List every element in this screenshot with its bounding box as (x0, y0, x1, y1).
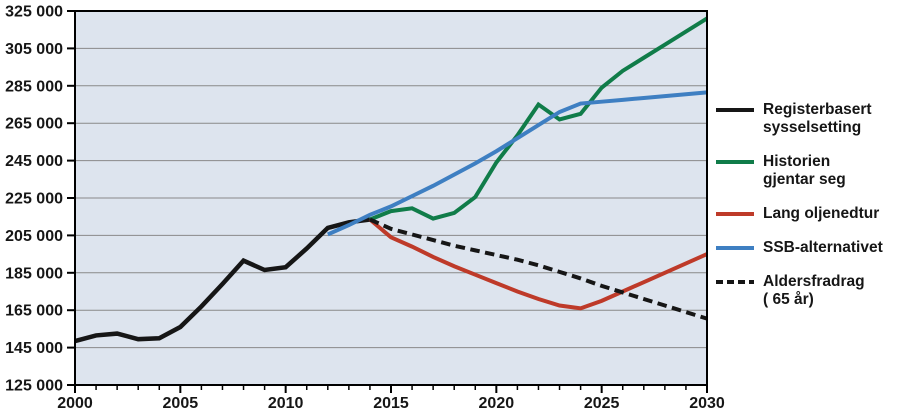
legend-item-lang-oljenedtur: Lang oljenedtur (716, 205, 902, 223)
y-axis-label: 225 000 (5, 191, 63, 208)
legend-label: Historien gjentar seg (763, 153, 846, 189)
series-line-historien-gjentar-seg (369, 16, 709, 222)
registerbasert-sysselsetting-legend-line (716, 108, 754, 112)
x-axis-label: 2020 (479, 395, 515, 412)
x-axis-label: 2010 (268, 395, 304, 412)
y-axis-label: 325 000 (5, 4, 63, 21)
legend-label-line: Historien (763, 152, 831, 170)
chart-legend: Registerbasert sysselsetting Historien gjen… (716, 101, 902, 309)
legend-label-line: gjentar seg (763, 170, 846, 188)
y-axis-label: 305 000 (5, 41, 63, 58)
series-line-ssb-alternativet (326, 90, 708, 237)
y-axis-label: 125 000 (5, 378, 63, 395)
series-line-registerbasert-sysselsetting (74, 217, 371, 344)
lang-oljenedtur-legend-line (716, 211, 754, 216)
y-axis-label: 185 000 (5, 265, 63, 282)
legend-label-line: Registerbasert (763, 101, 872, 118)
legend-label-line: SSB-alternativet (763, 238, 883, 256)
x-axis-label: 2030 (689, 395, 725, 412)
legend-item-registerbasert-sysselsetting: Registerbasert sysselsetting (716, 101, 902, 137)
x-axis-label: 2015 (373, 395, 409, 412)
legend-item-aldersfradrag-65-ar: Aldersfradrag( 65 år) (716, 273, 902, 309)
plot-frame (74, 10, 708, 386)
series-line-aldersfradrag-65-ar (369, 217, 708, 321)
legend-label: Aldersfradrag( 65 år) (763, 273, 865, 309)
y-axis-label: 285 000 (5, 78, 63, 95)
historien-gjentar-seg-legend-line (716, 159, 754, 164)
legend-label-line: ( 65 år) (763, 290, 814, 308)
y-axis-label: 145 000 (5, 340, 63, 357)
legend-label-line: sysselsetting (763, 118, 862, 136)
series-line-lang-oljenedtur (368, 217, 708, 311)
legend-label-line: Lang oljenedtur (763, 204, 880, 222)
legend-item-historien-gjentar-seg: Historien gjentar seg (716, 153, 902, 189)
y-axis-label: 245 000 (5, 153, 63, 170)
aldersfradrag-65-ar-legend-line (716, 279, 754, 285)
y-axis-label: 265 000 (5, 116, 63, 133)
legend-label-line: Aldersfradrag (763, 272, 865, 290)
legend-item-ssb-alternativet: SSB-alternativet (716, 239, 902, 257)
legend-label: SSB-alternativet (763, 239, 883, 257)
legend-label: Registerbasert sysselsetting (763, 101, 872, 137)
ssb-alternativet-legend-line (716, 245, 754, 250)
x-axis-label: 2005 (163, 395, 199, 412)
x-axis-label: 2000 (57, 395, 93, 412)
y-axis-label: 165 000 (5, 303, 63, 320)
x-axis-label: 2025 (584, 395, 620, 412)
legend-label: Lang oljenedtur (763, 205, 879, 223)
y-axis-label: 205 000 (5, 228, 63, 245)
